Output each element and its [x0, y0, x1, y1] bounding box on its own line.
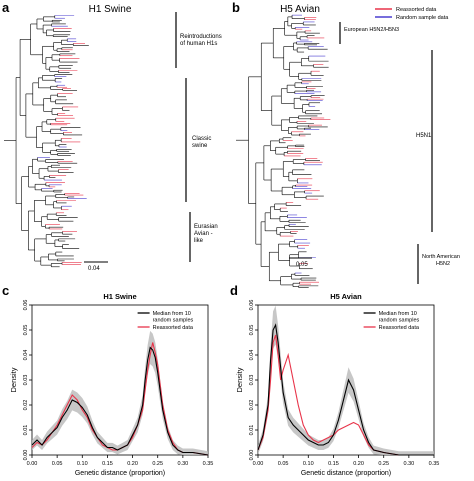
clade-b2-label: H5N1 [416, 133, 432, 139]
y-tick-label: 0.05 [23, 325, 29, 336]
y-tick-label: 0.02 [249, 400, 255, 411]
chart-d-ylabel: Density [235, 367, 244, 392]
x-tick-label: 0.10 [303, 461, 314, 467]
y-tick-label: 0.01 [249, 425, 255, 436]
scale-b-label: 0.05 [296, 262, 308, 268]
panel-a-tree: a H1 Swine Reintroductions of human H1s C… [2, 0, 222, 272]
panel-a-title: H1 Swine [89, 4, 132, 15]
clade-a1-label: Reintroductions of human H1s [180, 34, 222, 47]
y-tick-label: 0.02 [23, 400, 29, 411]
x-tick-label: 0.35 [203, 461, 214, 467]
legend-b-random-label: Random sample data [396, 15, 449, 21]
chart-c-envelope [32, 330, 208, 455]
y-tick-label: 0.00 [23, 450, 29, 461]
x-tick-label: 0.25 [378, 461, 389, 467]
y-tick-label: 0.01 [23, 425, 29, 436]
y-tick-label: 0.06 [23, 300, 29, 311]
chart-d: d H5 Avian 0.00 0.05 0.10 0.15 0.20 0.25 0.30 0.3… [230, 283, 439, 477]
y-tick-label: 0.04 [249, 350, 255, 361]
x-tick-label: 0.20 [353, 461, 364, 467]
x-tick-label: 0.05 [278, 461, 289, 467]
y-tick-label: 0.04 [23, 350, 29, 361]
y-tick-label: 0.00 [249, 450, 255, 461]
scale-a-label: 0.04 [88, 266, 100, 272]
x-tick-label: 0.30 [177, 461, 188, 467]
chart-d-letter: d [230, 283, 238, 298]
legend-label: Median from 10 random samples [379, 311, 420, 324]
x-tick-label: 0.10 [77, 461, 88, 467]
x-tick-label: 0.35 [429, 461, 440, 467]
series-reassorted-line [257, 334, 434, 456]
y-tick-label: 0.03 [23, 375, 29, 386]
y-tick-label: 0.03 [249, 375, 255, 386]
chart-c-xlabel: Genetic distance (proportion) [75, 470, 165, 477]
series-reassorted-line [31, 342, 209, 456]
panel-b-tree: b H5 Avian Reassorted data Random sample… [232, 0, 460, 288]
legend-b-reassorted-label: Reassorted data [396, 7, 437, 13]
panel-b-letter: b [232, 0, 240, 15]
tree-a-branches [4, 15, 89, 268]
chart-d-xlabel: Genetic distance (proportion) [301, 470, 391, 477]
chart-c-letter: c [2, 283, 9, 298]
clade-b3-label: North American H5N2 [422, 254, 460, 267]
x-tick-label: 0.25 [152, 461, 163, 467]
x-tick-label: 0.00 [27, 461, 38, 467]
series-median-line [31, 346, 209, 456]
clade-a3-label: Eurasian Avian -like [194, 224, 218, 244]
chart-c-ylabel: Density [9, 367, 18, 392]
chart-d-envelope [258, 305, 434, 455]
x-tick-label: 0.20 [127, 461, 138, 467]
clade-b1-label: European H5N2/H5N3 [344, 27, 399, 33]
legend-label: Reassorted data [153, 325, 194, 331]
legend-label: Reassorted data [379, 325, 420, 331]
x-tick-label: 0.15 [328, 461, 339, 467]
series-median-line [257, 323, 434, 456]
x-tick-label: 0.15 [102, 461, 113, 467]
chart-c: c H1 Swine 0.00 0.05 0.10 0.15 0.20 0.25 0.30 0.3… [2, 283, 213, 477]
x-tick-label: 0.00 [253, 461, 264, 467]
chart-c-title: H1 Swine [103, 292, 136, 301]
chart-d-title: H5 Avian [330, 292, 362, 301]
panel-b-title: H5 Avian [280, 4, 320, 15]
panel-a-letter: a [2, 0, 10, 15]
x-tick-label: 0.30 [403, 461, 414, 467]
x-tick-label: 0.05 [52, 461, 63, 467]
y-tick-label: 0.06 [249, 300, 255, 311]
clade-a2-label: Classic swine [192, 136, 211, 149]
tree-b-branches [236, 14, 331, 288]
legend-label: Median from 10 random samples [153, 311, 194, 324]
y-tick-label: 0.05 [249, 325, 255, 336]
